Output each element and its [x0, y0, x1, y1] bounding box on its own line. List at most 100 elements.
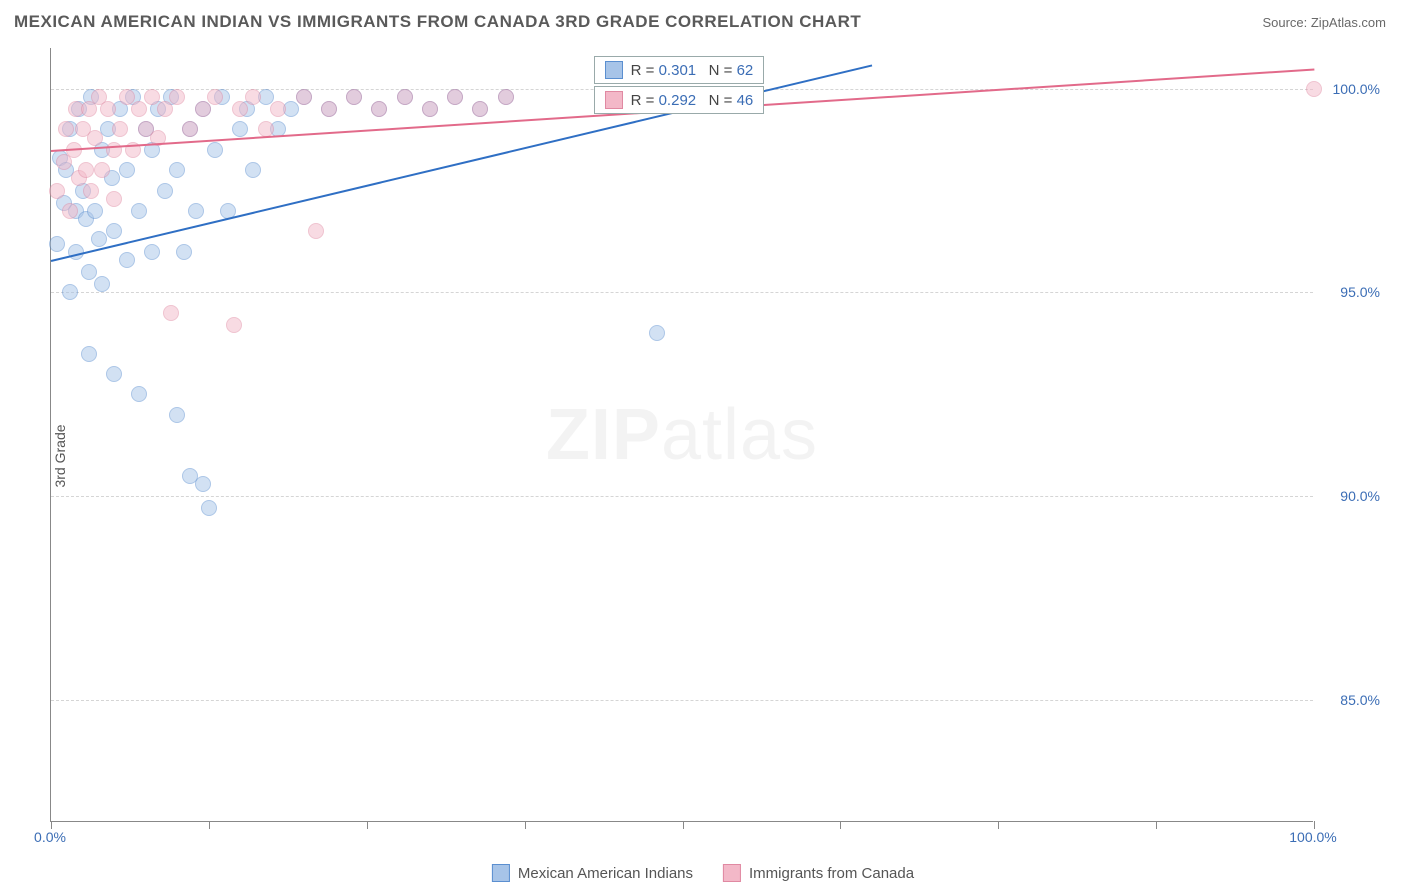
- scatter-point: [131, 386, 147, 402]
- legend-swatch-canada: [723, 864, 741, 882]
- scatter-point: [397, 89, 413, 105]
- x-tick: [998, 821, 999, 829]
- scatter-point: [649, 325, 665, 341]
- scatter-point: [62, 203, 78, 219]
- scatter-point: [87, 203, 103, 219]
- stat-swatch: [605, 91, 623, 109]
- stat-box: R = 0.292 N = 46: [594, 86, 765, 114]
- y-tick-label: 90.0%: [1340, 488, 1380, 504]
- scatter-point: [346, 89, 362, 105]
- scatter-point: [169, 162, 185, 178]
- scatter-point: [94, 276, 110, 292]
- scatter-point: [119, 89, 135, 105]
- plot-area: ZIPatlas R = 0.301 N = 62 R = 0.292 N = 4…: [50, 48, 1313, 822]
- scatter-point: [296, 89, 312, 105]
- scatter-point: [195, 101, 211, 117]
- watermark-zip: ZIP: [546, 395, 661, 475]
- scatter-point: [78, 162, 94, 178]
- x-tick: [51, 821, 52, 829]
- scatter-point: [119, 162, 135, 178]
- scatter-point: [94, 162, 110, 178]
- scatter-point: [119, 252, 135, 268]
- x-tick: [209, 821, 210, 829]
- source-value: ZipAtlas.com: [1311, 15, 1386, 30]
- scatter-point: [232, 121, 248, 137]
- x-tick: [367, 821, 368, 829]
- legend: Mexican American Indians Immigrants from…: [492, 864, 914, 882]
- scatter-point: [232, 101, 248, 117]
- stat-box: R = 0.301 N = 62: [594, 56, 765, 84]
- stat-swatch: [605, 61, 623, 79]
- scatter-point: [207, 89, 223, 105]
- scatter-point: [157, 183, 173, 199]
- scatter-point: [49, 236, 65, 252]
- scatter-point: [371, 101, 387, 117]
- scatter-point: [91, 231, 107, 247]
- scatter-point: [106, 142, 122, 158]
- scatter-point: [188, 203, 204, 219]
- scatter-point: [195, 476, 211, 492]
- legend-item-mexican: Mexican American Indians: [492, 864, 693, 882]
- scatter-point: [422, 101, 438, 117]
- gridline: [51, 292, 1313, 293]
- scatter-point: [144, 89, 160, 105]
- scatter-point: [131, 203, 147, 219]
- y-tick-label: 95.0%: [1340, 284, 1380, 300]
- gridline: [51, 700, 1313, 701]
- scatter-point: [447, 89, 463, 105]
- scatter-point: [144, 244, 160, 260]
- x-tick: [1156, 821, 1157, 829]
- watermark-atlas: atlas: [661, 395, 818, 475]
- scatter-point: [176, 244, 192, 260]
- scatter-point: [106, 223, 122, 239]
- legend-swatch-mexican: [492, 864, 510, 882]
- gridline: [51, 496, 1313, 497]
- scatter-point: [81, 346, 97, 362]
- scatter-point: [112, 121, 128, 137]
- scatter-point: [83, 183, 99, 199]
- scatter-point: [131, 101, 147, 117]
- x-tick: [525, 821, 526, 829]
- source-label: Source:: [1262, 15, 1310, 30]
- scatter-point: [58, 121, 74, 137]
- scatter-point: [321, 101, 337, 117]
- watermark: ZIPatlas: [546, 394, 818, 476]
- scatter-point: [100, 101, 116, 117]
- scatter-point: [169, 407, 185, 423]
- scatter-point: [226, 317, 242, 333]
- scatter-point: [201, 500, 217, 516]
- header: MEXICAN AMERICAN INDIAN VS IMMIGRANTS FR…: [0, 0, 1406, 40]
- scatter-point: [270, 101, 286, 117]
- scatter-point: [498, 89, 514, 105]
- scatter-point: [81, 264, 97, 280]
- x-tick: [1314, 821, 1315, 829]
- scatter-point: [163, 305, 179, 321]
- scatter-point: [62, 284, 78, 300]
- scatter-point: [472, 101, 488, 117]
- scatter-point: [245, 162, 261, 178]
- chart-title: MEXICAN AMERICAN INDIAN VS IMMIGRANTS FR…: [14, 12, 861, 32]
- legend-item-canada: Immigrants from Canada: [723, 864, 914, 882]
- stat-text: R = 0.301 N = 62: [631, 62, 754, 79]
- scatter-point: [157, 101, 173, 117]
- stat-text: R = 0.292 N = 46: [631, 92, 754, 109]
- scatter-point: [169, 89, 185, 105]
- x-tick-label: 0.0%: [34, 829, 66, 845]
- x-tick: [840, 821, 841, 829]
- scatter-point: [87, 130, 103, 146]
- scatter-point: [207, 142, 223, 158]
- x-tick: [683, 821, 684, 829]
- scatter-point: [106, 366, 122, 382]
- scatter-point: [49, 183, 65, 199]
- scatter-point: [245, 89, 261, 105]
- legend-label-mexican: Mexican American Indians: [518, 865, 693, 882]
- scatter-point: [182, 121, 198, 137]
- y-tick-label: 85.0%: [1340, 692, 1380, 708]
- scatter-point: [308, 223, 324, 239]
- source: Source: ZipAtlas.com: [1262, 15, 1386, 30]
- scatter-point: [1306, 81, 1322, 97]
- legend-label-canada: Immigrants from Canada: [749, 865, 914, 882]
- x-tick-label: 100.0%: [1289, 829, 1336, 845]
- chart-container: 3rd Grade ZIPatlas R = 0.301 N = 62R = 0…: [50, 48, 1388, 847]
- scatter-point: [106, 191, 122, 207]
